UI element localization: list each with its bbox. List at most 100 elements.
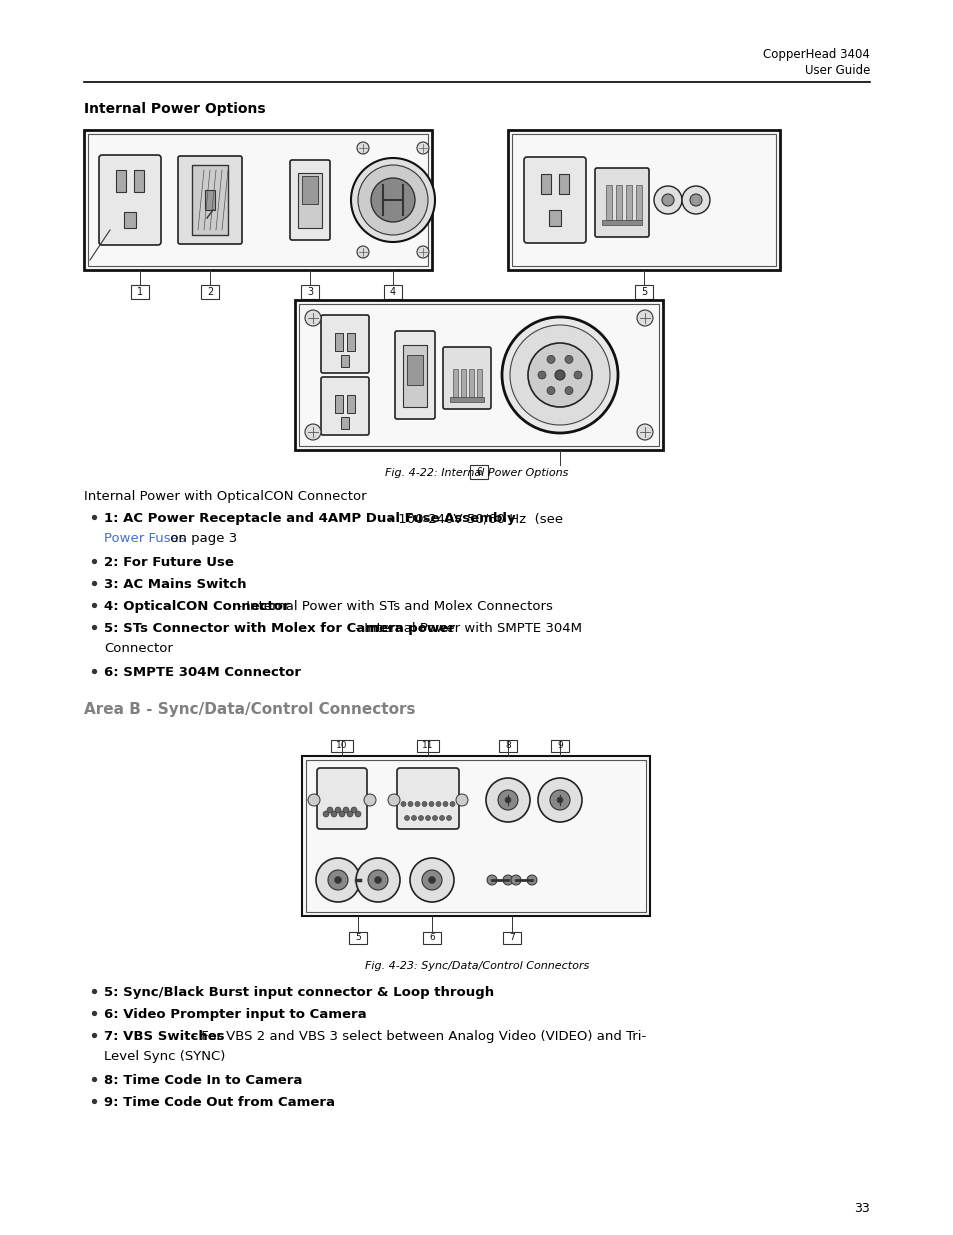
Bar <box>416 740 438 752</box>
Circle shape <box>416 142 429 154</box>
Text: - For VBS 2 and VBS 3 select between Analog Video (VIDEO) and Tri-: - For VBS 2 and VBS 3 select between Ana… <box>188 1030 646 1044</box>
Circle shape <box>456 794 468 806</box>
Circle shape <box>436 802 440 806</box>
Circle shape <box>355 811 360 818</box>
Text: 4: 4 <box>390 287 395 296</box>
Circle shape <box>526 876 537 885</box>
Circle shape <box>425 815 430 820</box>
Bar <box>476 369 481 396</box>
Bar <box>298 304 659 446</box>
Circle shape <box>555 370 564 380</box>
Bar <box>402 345 427 408</box>
Bar <box>331 740 353 752</box>
Circle shape <box>410 858 454 902</box>
Bar <box>422 932 440 944</box>
Circle shape <box>343 806 349 813</box>
Bar <box>605 185 612 220</box>
Text: 11: 11 <box>422 741 434 751</box>
Bar <box>302 177 317 204</box>
Circle shape <box>557 797 562 803</box>
Text: 8: 8 <box>504 741 511 751</box>
Bar <box>205 190 214 210</box>
Circle shape <box>404 815 409 820</box>
Circle shape <box>421 802 427 806</box>
Circle shape <box>328 869 348 890</box>
Bar <box>512 135 775 266</box>
Text: 9: 9 <box>557 741 562 751</box>
Bar <box>498 740 517 752</box>
Text: 5: Sync/Black Burst input connector & Loop through: 5: Sync/Black Burst input connector & Lo… <box>104 986 494 999</box>
Circle shape <box>429 802 434 806</box>
Bar <box>192 165 228 235</box>
Circle shape <box>442 802 448 806</box>
Text: Connector: Connector <box>104 642 172 655</box>
Circle shape <box>501 317 618 433</box>
Circle shape <box>439 815 444 820</box>
Circle shape <box>537 370 545 379</box>
Text: 7: 7 <box>509 934 515 942</box>
Circle shape <box>335 806 340 813</box>
Text: 10: 10 <box>335 741 348 751</box>
Circle shape <box>527 343 592 408</box>
Text: 8: Time Code In to Camera: 8: Time Code In to Camera <box>104 1074 302 1087</box>
Bar <box>301 285 318 299</box>
Circle shape <box>338 811 345 818</box>
Circle shape <box>400 802 406 806</box>
Circle shape <box>564 356 573 363</box>
Circle shape <box>681 186 709 214</box>
Bar <box>349 932 367 944</box>
Circle shape <box>497 790 517 810</box>
Bar <box>460 369 465 396</box>
Text: Power Fuses: Power Fuses <box>104 532 186 545</box>
Text: 5: 5 <box>355 934 360 942</box>
Bar <box>116 170 126 191</box>
Bar <box>453 369 457 396</box>
Bar <box>469 369 474 396</box>
Text: - Internal Power with STs and Molex Connectors: - Internal Power with STs and Molex Conn… <box>233 600 553 613</box>
Text: Fig. 4-23: Sync/Data/Control Connectors: Fig. 4-23: Sync/Data/Control Connectors <box>364 961 589 971</box>
Bar <box>340 417 349 429</box>
FancyBboxPatch shape <box>396 768 458 829</box>
Circle shape <box>375 877 381 883</box>
Circle shape <box>546 387 555 395</box>
Text: 3: AC Mains Switch: 3: AC Mains Switch <box>104 578 246 592</box>
Circle shape <box>510 325 609 425</box>
Bar <box>347 333 355 351</box>
Circle shape <box>421 869 441 890</box>
Bar <box>470 466 488 479</box>
FancyBboxPatch shape <box>316 768 367 829</box>
Text: 7: VBS Switches: 7: VBS Switches <box>104 1030 224 1044</box>
Circle shape <box>486 876 497 885</box>
Text: 6: 6 <box>476 467 481 477</box>
Text: 5: STs Connector with Molex for Camera power: 5: STs Connector with Molex for Camera p… <box>104 622 455 635</box>
FancyBboxPatch shape <box>99 156 161 245</box>
Circle shape <box>564 387 573 395</box>
Bar <box>558 174 568 194</box>
Circle shape <box>654 186 681 214</box>
Circle shape <box>537 778 581 823</box>
Circle shape <box>418 815 423 820</box>
Circle shape <box>689 194 701 206</box>
Circle shape <box>574 370 581 379</box>
Circle shape <box>411 815 416 820</box>
Circle shape <box>446 815 451 820</box>
Text: 3: 3 <box>307 287 313 296</box>
Circle shape <box>450 802 455 806</box>
Circle shape <box>432 815 437 820</box>
Text: 1: AC Power Receptacle and 4AMP Dual Fuse Assembly: 1: AC Power Receptacle and 4AMP Dual Fus… <box>104 513 515 525</box>
Circle shape <box>408 802 413 806</box>
FancyBboxPatch shape <box>320 315 369 373</box>
Text: 6: SMPTE 304M Connector: 6: SMPTE 304M Connector <box>104 666 301 679</box>
Bar <box>88 135 428 266</box>
Circle shape <box>351 806 356 813</box>
FancyBboxPatch shape <box>595 168 648 237</box>
Circle shape <box>331 811 336 818</box>
FancyBboxPatch shape <box>290 161 330 240</box>
Bar <box>347 395 355 412</box>
Bar <box>636 185 641 220</box>
Circle shape <box>347 811 353 818</box>
Circle shape <box>327 806 333 813</box>
Text: Fig. 4-22: Internal Power Options: Fig. 4-22: Internal Power Options <box>385 468 568 478</box>
Circle shape <box>428 877 435 883</box>
Bar <box>450 396 483 403</box>
